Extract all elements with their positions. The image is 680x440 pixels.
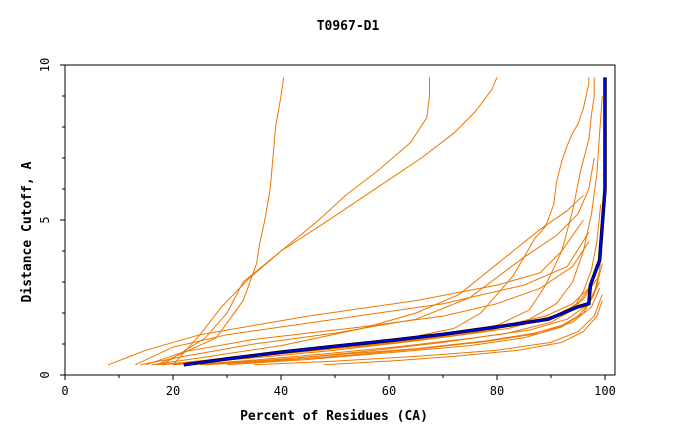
- series-line-11: [172, 95, 603, 366]
- plot-frame: [64, 64, 616, 376]
- x-tick-label: 80: [490, 384, 504, 398]
- x-axis-ticks: 0 20 40 60 80 100: [61, 375, 616, 398]
- y-axis-ticks: 0 5 10: [38, 58, 65, 379]
- series-line-1: [156, 77, 285, 366]
- x-tick-label: 40: [274, 384, 288, 398]
- x-tick-label: 100: [594, 384, 616, 398]
- y-tick-label: 5: [38, 216, 52, 223]
- y-tick-label: 0: [38, 371, 52, 378]
- highlight-line-edge: [183, 77, 607, 367]
- series-line-6: [145, 241, 590, 366]
- y-axis-label: Distance Cutoff, A: [20, 161, 35, 302]
- series-line-3: [172, 77, 498, 366]
- x-tick-label: 0: [61, 384, 68, 398]
- series-line-7: [151, 194, 584, 366]
- series-line-19: [189, 281, 601, 366]
- y-tick-label: 10: [38, 58, 52, 72]
- series-line-16: [324, 300, 603, 366]
- series-line-2: [161, 77, 430, 366]
- x-tick-label: 60: [382, 384, 396, 398]
- series-line-15: [253, 294, 603, 366]
- series-line-5: [134, 232, 590, 366]
- series-line-12: [199, 204, 602, 366]
- series-line-20: [205, 288, 601, 366]
- highlight-line: [183, 77, 606, 366]
- x-tick-label: 20: [166, 384, 180, 398]
- x-axis-label: Percent of Residues (CA): [240, 409, 428, 424]
- series-line-4: [108, 219, 584, 366]
- chart-title: T0967-D1: [317, 19, 380, 34]
- plot-series: [108, 77, 607, 367]
- series-line-8: [140, 157, 595, 366]
